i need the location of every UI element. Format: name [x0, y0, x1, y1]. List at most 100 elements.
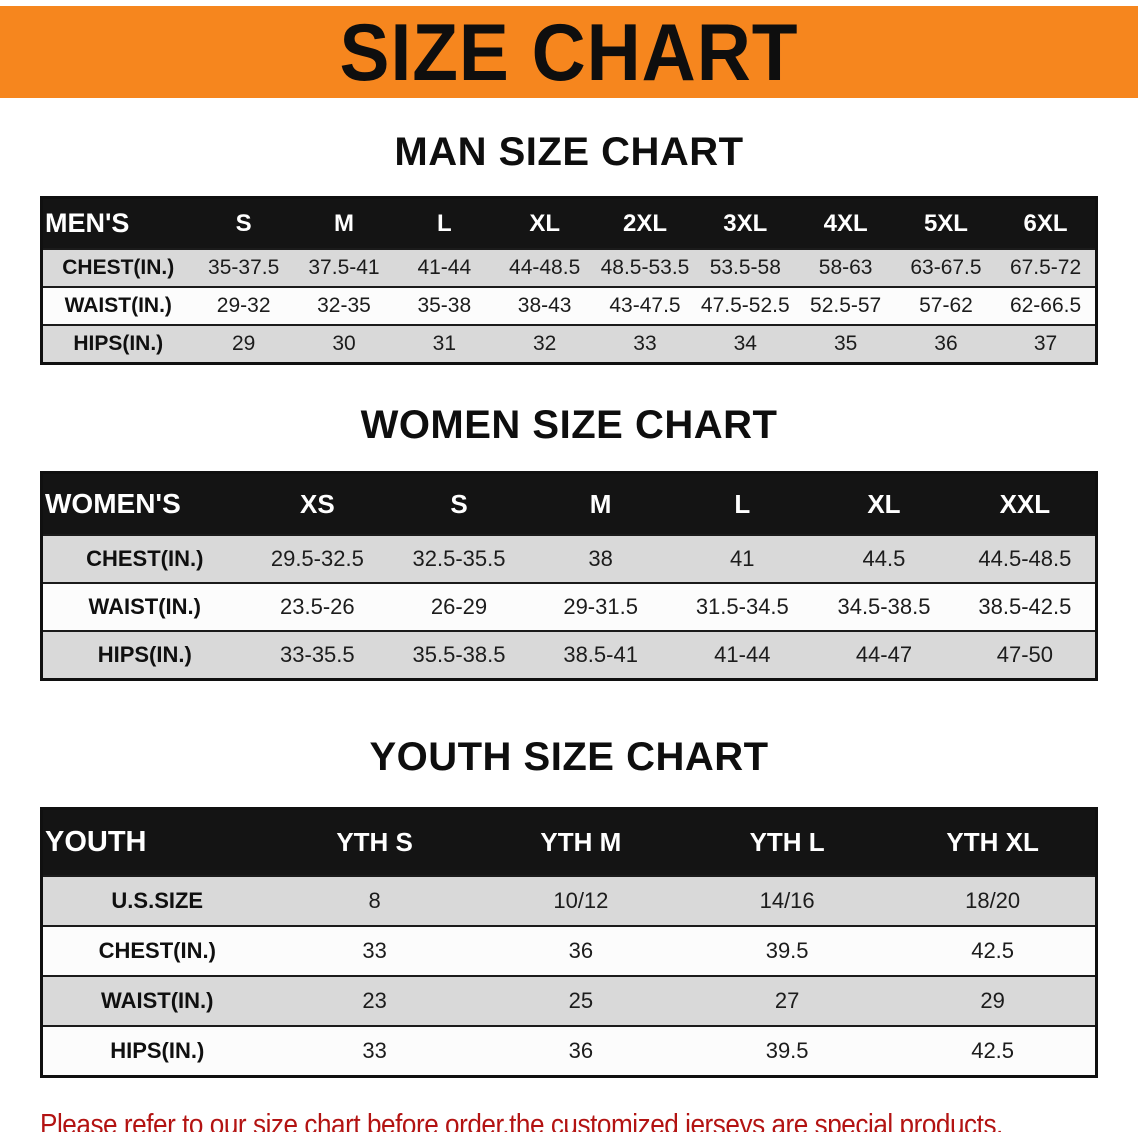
size-cell: 37: [996, 324, 1097, 364]
women-section-heading: WOMEN SIZE CHART: [360, 403, 778, 447]
row-label: HIPS(IN.): [41, 630, 247, 680]
size-cell: 32: [494, 324, 595, 364]
size-cell: 30: [293, 324, 395, 364]
size-cell: 18/20: [890, 875, 1097, 926]
women-col-header: XXL: [954, 472, 1097, 535]
row-label: U.S.SIZE: [41, 875, 272, 926]
men-section-heading: MAN SIZE CHART: [394, 130, 744, 174]
size-cell: 8: [271, 875, 478, 926]
size-cell: 67.5-72: [996, 248, 1097, 287]
women-col-header: XL: [813, 472, 955, 535]
table-row: CHEST(IN.) 33 36 39.5 42.5: [41, 925, 1097, 976]
table-row: HIPS(IN.) 29 30 31 32 33 34 35 36 37: [41, 324, 1097, 364]
size-cell: 38.5-42.5: [954, 582, 1097, 631]
women-table-header-row: WOMEN'S XS S M L XL XXL: [41, 472, 1097, 535]
row-label: CHEST(IN.): [41, 248, 194, 287]
table-row: U.S.SIZE 8 10/12 14/16 18/20: [41, 875, 1097, 926]
size-cell: 47.5-52.5: [695, 286, 796, 325]
size-cell: 10/12: [477, 875, 684, 926]
men-col-header: 4XL: [795, 197, 896, 249]
size-cell: 32.5-35.5: [388, 534, 530, 583]
size-cell: 38: [529, 534, 672, 583]
page-title: SIZE CHART: [339, 6, 799, 98]
row-label: WAIST(IN.): [41, 286, 194, 325]
size-cell: 42.5: [890, 925, 1097, 976]
size-cell: 23: [271, 975, 478, 1026]
size-cell: 14/16: [684, 875, 891, 926]
table-row: CHEST(IN.) 35-37.5 37.5-41 41-44 44-48.5…: [41, 248, 1097, 287]
size-cell: 62-66.5: [996, 286, 1097, 325]
size-cell: 35-38: [394, 286, 495, 325]
size-cell: 33: [271, 1025, 478, 1077]
men-col-header: 3XL: [695, 197, 796, 249]
men-col-header: M: [293, 197, 395, 249]
men-table-corner: MEN'S: [41, 197, 194, 249]
size-cell: 44.5: [813, 534, 955, 583]
table-row: WAIST(IN.) 23.5-26 26-29 29-31.5 31.5-34…: [41, 582, 1097, 631]
men-col-header: L: [394, 197, 495, 249]
size-cell: 58-63: [795, 248, 896, 287]
size-cell: 26-29: [388, 582, 530, 631]
men-size-table: MEN'S S M L XL 2XL 3XL 4XL 5XL 6XL CHEST…: [40, 196, 1098, 365]
size-cell: 29.5-32.5: [246, 534, 389, 583]
women-col-header: L: [671, 472, 814, 535]
size-cell: 32-35: [293, 286, 395, 325]
men-col-header: S: [193, 197, 294, 249]
row-label: CHEST(IN.): [41, 925, 272, 976]
size-cell: 35.5-38.5: [388, 630, 530, 680]
size-cell: 29-32: [193, 286, 294, 325]
disclaimer-note: Please refer to our size chart before or…: [40, 1104, 1138, 1132]
size-cell: 35: [795, 324, 896, 364]
size-cell: 37.5-41: [293, 248, 395, 287]
size-cell: 35-37.5: [193, 248, 294, 287]
size-cell: 47-50: [954, 630, 1097, 680]
size-cell: 36: [895, 324, 997, 364]
size-cell: 38-43: [494, 286, 595, 325]
size-cell: 31: [394, 324, 495, 364]
men-col-header: 5XL: [895, 197, 997, 249]
row-label: WAIST(IN.): [41, 975, 272, 1026]
size-cell: 42.5: [890, 1025, 1097, 1077]
size-cell: 34.5-38.5: [813, 582, 955, 631]
size-cell: 44-48.5: [494, 248, 595, 287]
size-cell: 27: [684, 975, 891, 1026]
size-cell: 39.5: [684, 925, 891, 976]
size-cell: 44.5-48.5: [954, 534, 1097, 583]
row-label: CHEST(IN.): [41, 534, 247, 583]
size-cell: 44-47: [813, 630, 955, 680]
table-row: WAIST(IN.) 23 25 27 29: [41, 975, 1097, 1026]
disclaimer-line-1: Please refer to our size chart before or…: [40, 1109, 1003, 1132]
men-section: MAN SIZE CHART MEN'S S M L XL 2XL 3XL 4X…: [0, 130, 1138, 365]
size-cell: 29: [890, 975, 1097, 1026]
size-cell: 29-31.5: [529, 582, 672, 631]
size-cell: 53.5-58: [695, 248, 796, 287]
size-cell: 25: [477, 975, 684, 1026]
table-row: HIPS(IN.) 33-35.5 35.5-38.5 38.5-41 41-4…: [41, 630, 1097, 680]
size-cell: 52.5-57: [795, 286, 896, 325]
size-cell: 48.5-53.5: [594, 248, 696, 287]
size-cell: 36: [477, 925, 684, 976]
size-cell: 36: [477, 1025, 684, 1077]
size-cell: 33: [594, 324, 696, 364]
row-label: WAIST(IN.): [41, 582, 247, 631]
size-cell: 29: [193, 324, 294, 364]
size-cell: 33-35.5: [246, 630, 389, 680]
youth-table-corner: YOUTH: [41, 808, 272, 876]
size-cell: 23.5-26: [246, 582, 389, 631]
youth-col-header: YTH L: [684, 808, 891, 876]
size-cell: 57-62: [895, 286, 997, 325]
row-label: HIPS(IN.): [41, 1025, 272, 1077]
size-cell: 63-67.5: [895, 248, 997, 287]
men-table-header-row: MEN'S S M L XL 2XL 3XL 4XL 5XL 6XL: [41, 197, 1097, 249]
size-cell: 33: [271, 925, 478, 976]
size-cell: 41-44: [671, 630, 814, 680]
youth-table-header-row: YOUTH YTH S YTH M YTH L YTH XL: [41, 808, 1097, 876]
size-cell: 34: [695, 324, 796, 364]
table-row: HIPS(IN.) 33 36 39.5 42.5: [41, 1025, 1097, 1077]
size-cell: 43-47.5: [594, 286, 696, 325]
women-section: WOMEN SIZE CHART WOMEN'S XS S M L XL XXL…: [0, 403, 1138, 681]
size-cell: 31.5-34.5: [671, 582, 814, 631]
youth-col-header: YTH XL: [890, 808, 1097, 876]
men-col-header: 2XL: [594, 197, 696, 249]
table-row: CHEST(IN.) 29.5-32.5 32.5-35.5 38 41 44.…: [41, 534, 1097, 583]
